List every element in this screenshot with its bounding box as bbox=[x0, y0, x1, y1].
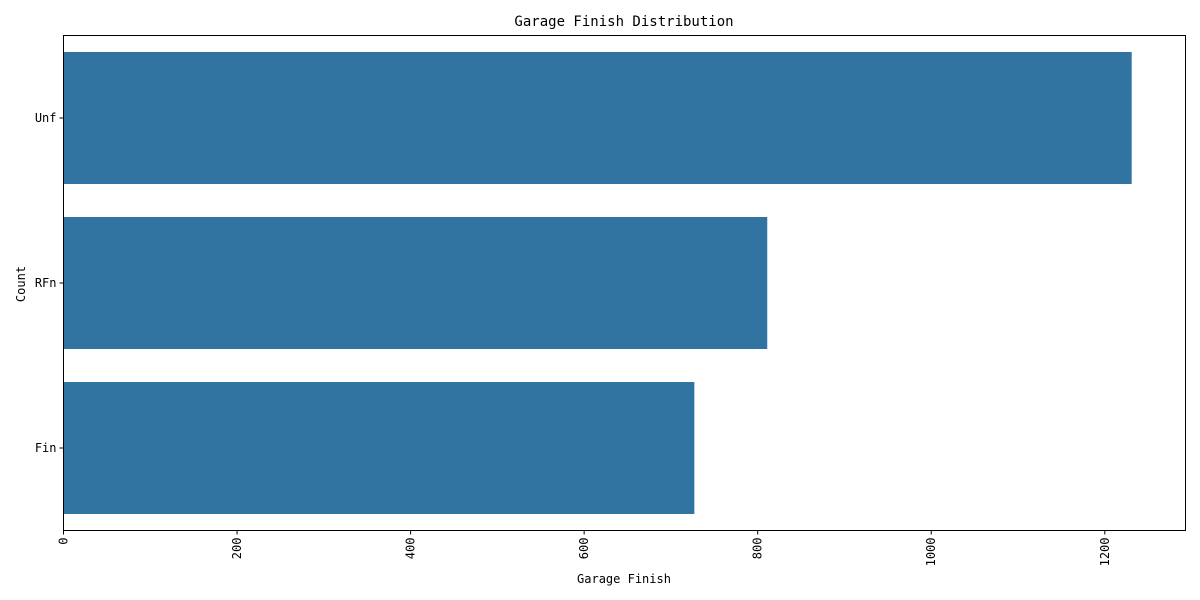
x-tick-label: 200 bbox=[230, 538, 244, 560]
y-tick-label: Unf bbox=[35, 111, 57, 125]
bar-unf bbox=[63, 52, 1132, 184]
x-tick-label: 0 bbox=[57, 538, 71, 545]
chart-title: Garage Finish Distribution bbox=[514, 14, 733, 30]
x-tick-label: 800 bbox=[751, 538, 765, 560]
bar-fin bbox=[63, 382, 695, 514]
bar-rfn bbox=[63, 217, 768, 349]
x-axis-label: Garage Finish bbox=[577, 572, 671, 586]
bars-group bbox=[63, 52, 1132, 514]
x-tick-label: 600 bbox=[577, 538, 591, 560]
y-tick-label: Fin bbox=[35, 441, 57, 455]
y-axis-label: Count bbox=[14, 266, 28, 302]
y-tick-label: RFn bbox=[35, 276, 57, 290]
y-axis-ticks: Unf RFn Fin bbox=[35, 111, 64, 455]
x-axis-ticks: 0 200 400 600 800 1000 1200 bbox=[57, 530, 1112, 567]
x-tick-label: 1000 bbox=[924, 538, 938, 567]
x-tick-label: 1200 bbox=[1098, 538, 1112, 567]
x-tick-label: 400 bbox=[404, 538, 418, 560]
